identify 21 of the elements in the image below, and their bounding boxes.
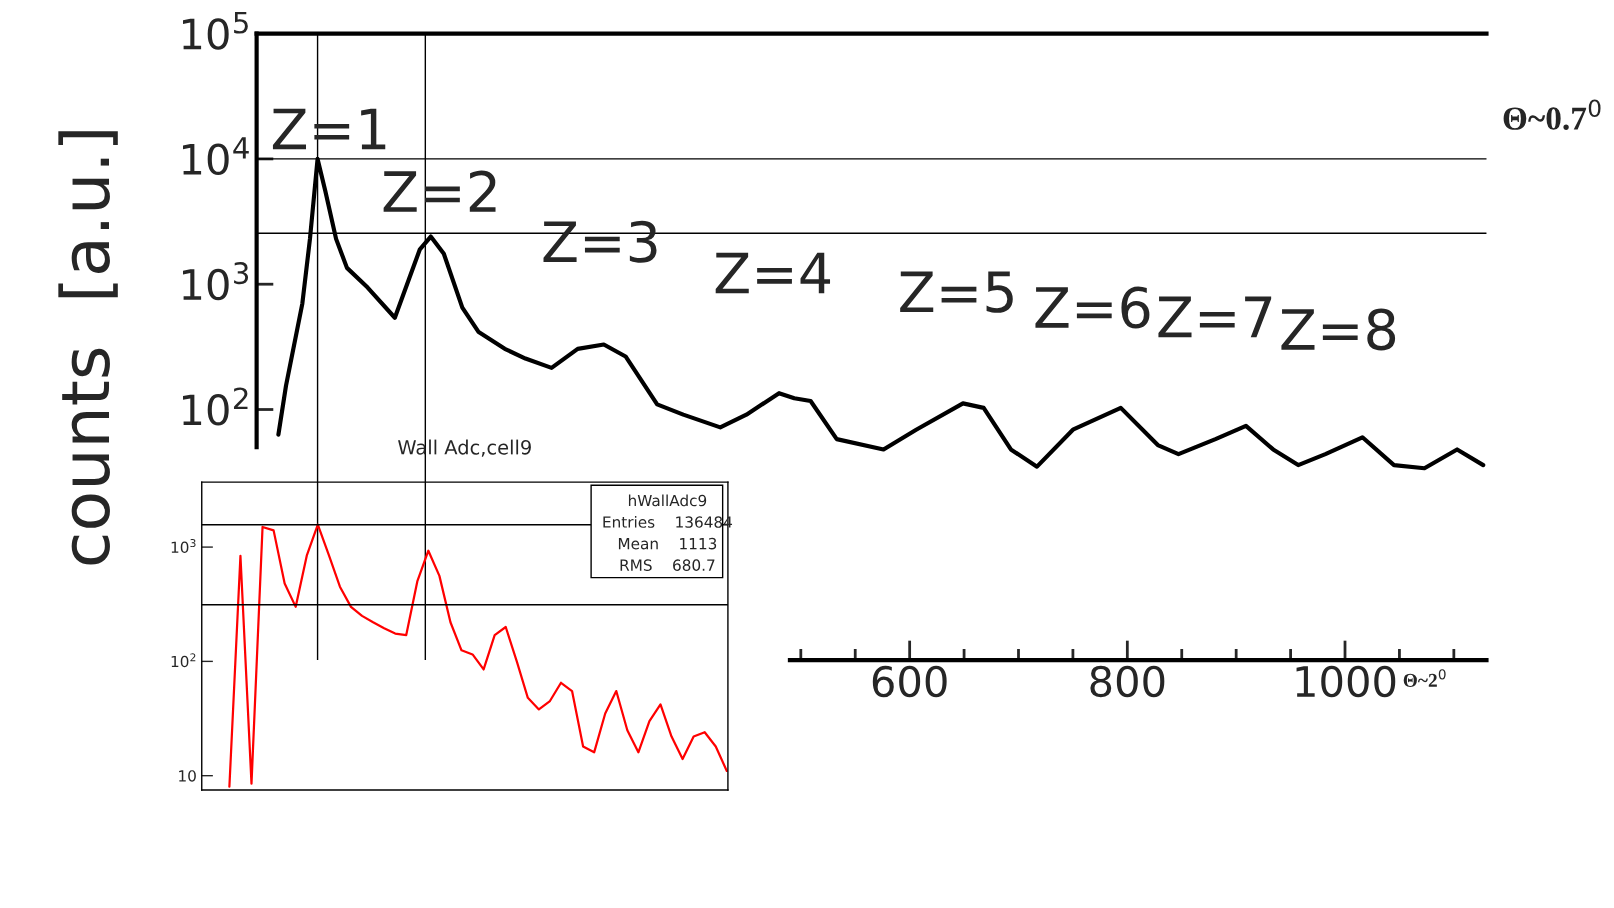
annotation: Z=5 [900, 271, 1013, 313]
annotation: Mean 1113 [618, 537, 717, 550]
text: Θ~2$^{0}$ [1403, 669, 1446, 687]
y-tick-label: 10$^{2}$ [183, 387, 248, 426]
x-tick-label: 800 [1090, 665, 1165, 698]
y-tick-label: 10$^{3}$ [183, 262, 249, 301]
annotation: RMS 680.7 [620, 559, 715, 571]
annotation: Z=4 [715, 252, 831, 294]
annotation: Z=8 [1281, 308, 1396, 351]
annotation: hWallAdc9 [628, 494, 707, 507]
x-tick-label: 1000 [1296, 665, 1396, 698]
annotation: Z=7 [1158, 296, 1272, 338]
annotation: Z=6 [1035, 286, 1150, 329]
y-tick-label: 10$^{2}$ [171, 653, 196, 668]
y-tick-label: 10 [179, 770, 196, 782]
x-tick-label: 600 [872, 665, 947, 698]
text: Θ~0.7$^{0}$ [1503, 99, 1601, 130]
y-tick-label: 10$^{4}$ [183, 137, 249, 176]
y-tick-label: 10$^{5}$ [183, 11, 248, 50]
y-axis-title: counts [a.u.] [58, 131, 118, 565]
y-tick-label: 10$^{3}$ [171, 538, 196, 553]
